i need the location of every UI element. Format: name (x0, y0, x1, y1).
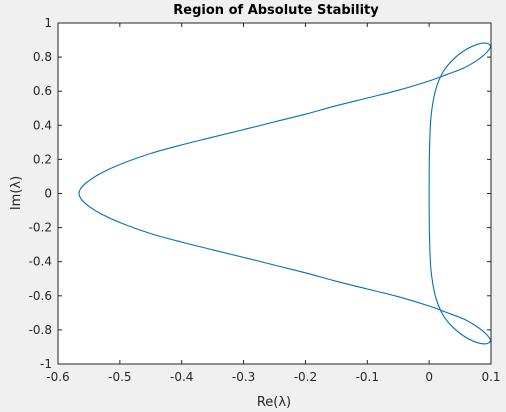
y-tick-label: 0.2 (33, 152, 52, 166)
x-axis-ticks: -0.6 -0.5 -0.4 -0.3 -0.2 -0.1 0 0.1 (46, 23, 501, 384)
y-tick-label: 1 (44, 16, 52, 30)
y-tick-label: 0.6 (33, 84, 52, 98)
x-tick-label: -0.1 (356, 370, 379, 384)
y-tick-label: -0.2 (29, 221, 52, 235)
y-axis-label: Im(λ) (9, 176, 24, 210)
x-tick-label: -0.3 (232, 370, 255, 384)
x-tick-label: -0.5 (108, 370, 131, 384)
y-tick-label: 0.4 (33, 118, 52, 132)
x-tick-label: -0.4 (170, 370, 193, 384)
x-tick-label: -0.6 (46, 370, 69, 384)
y-axis-ticks: -1 -0.8 -0.6 -0.4 -0.2 0 0.2 0.4 0.6 0.8 1 (29, 16, 491, 371)
x-tick-label: 0.1 (481, 370, 500, 384)
x-tick-label: -0.2 (294, 370, 317, 384)
x-axis-label: Re(λ) (257, 395, 291, 410)
data-layer (78, 42, 491, 345)
x-tick-label: 0 (425, 370, 433, 384)
y-tick-label: 0.8 (33, 50, 52, 64)
y-tick-label: 0 (44, 187, 52, 201)
chart-title: Region of Absolute Stability (173, 3, 379, 18)
y-tick-label: -0.6 (29, 289, 52, 303)
y-tick-label: -1 (40, 357, 52, 371)
y-tick-label: -0.4 (29, 255, 52, 269)
plot-area (58, 23, 491, 364)
y-tick-label: -0.8 (29, 323, 52, 337)
stability-boundary-line (78, 42, 491, 345)
